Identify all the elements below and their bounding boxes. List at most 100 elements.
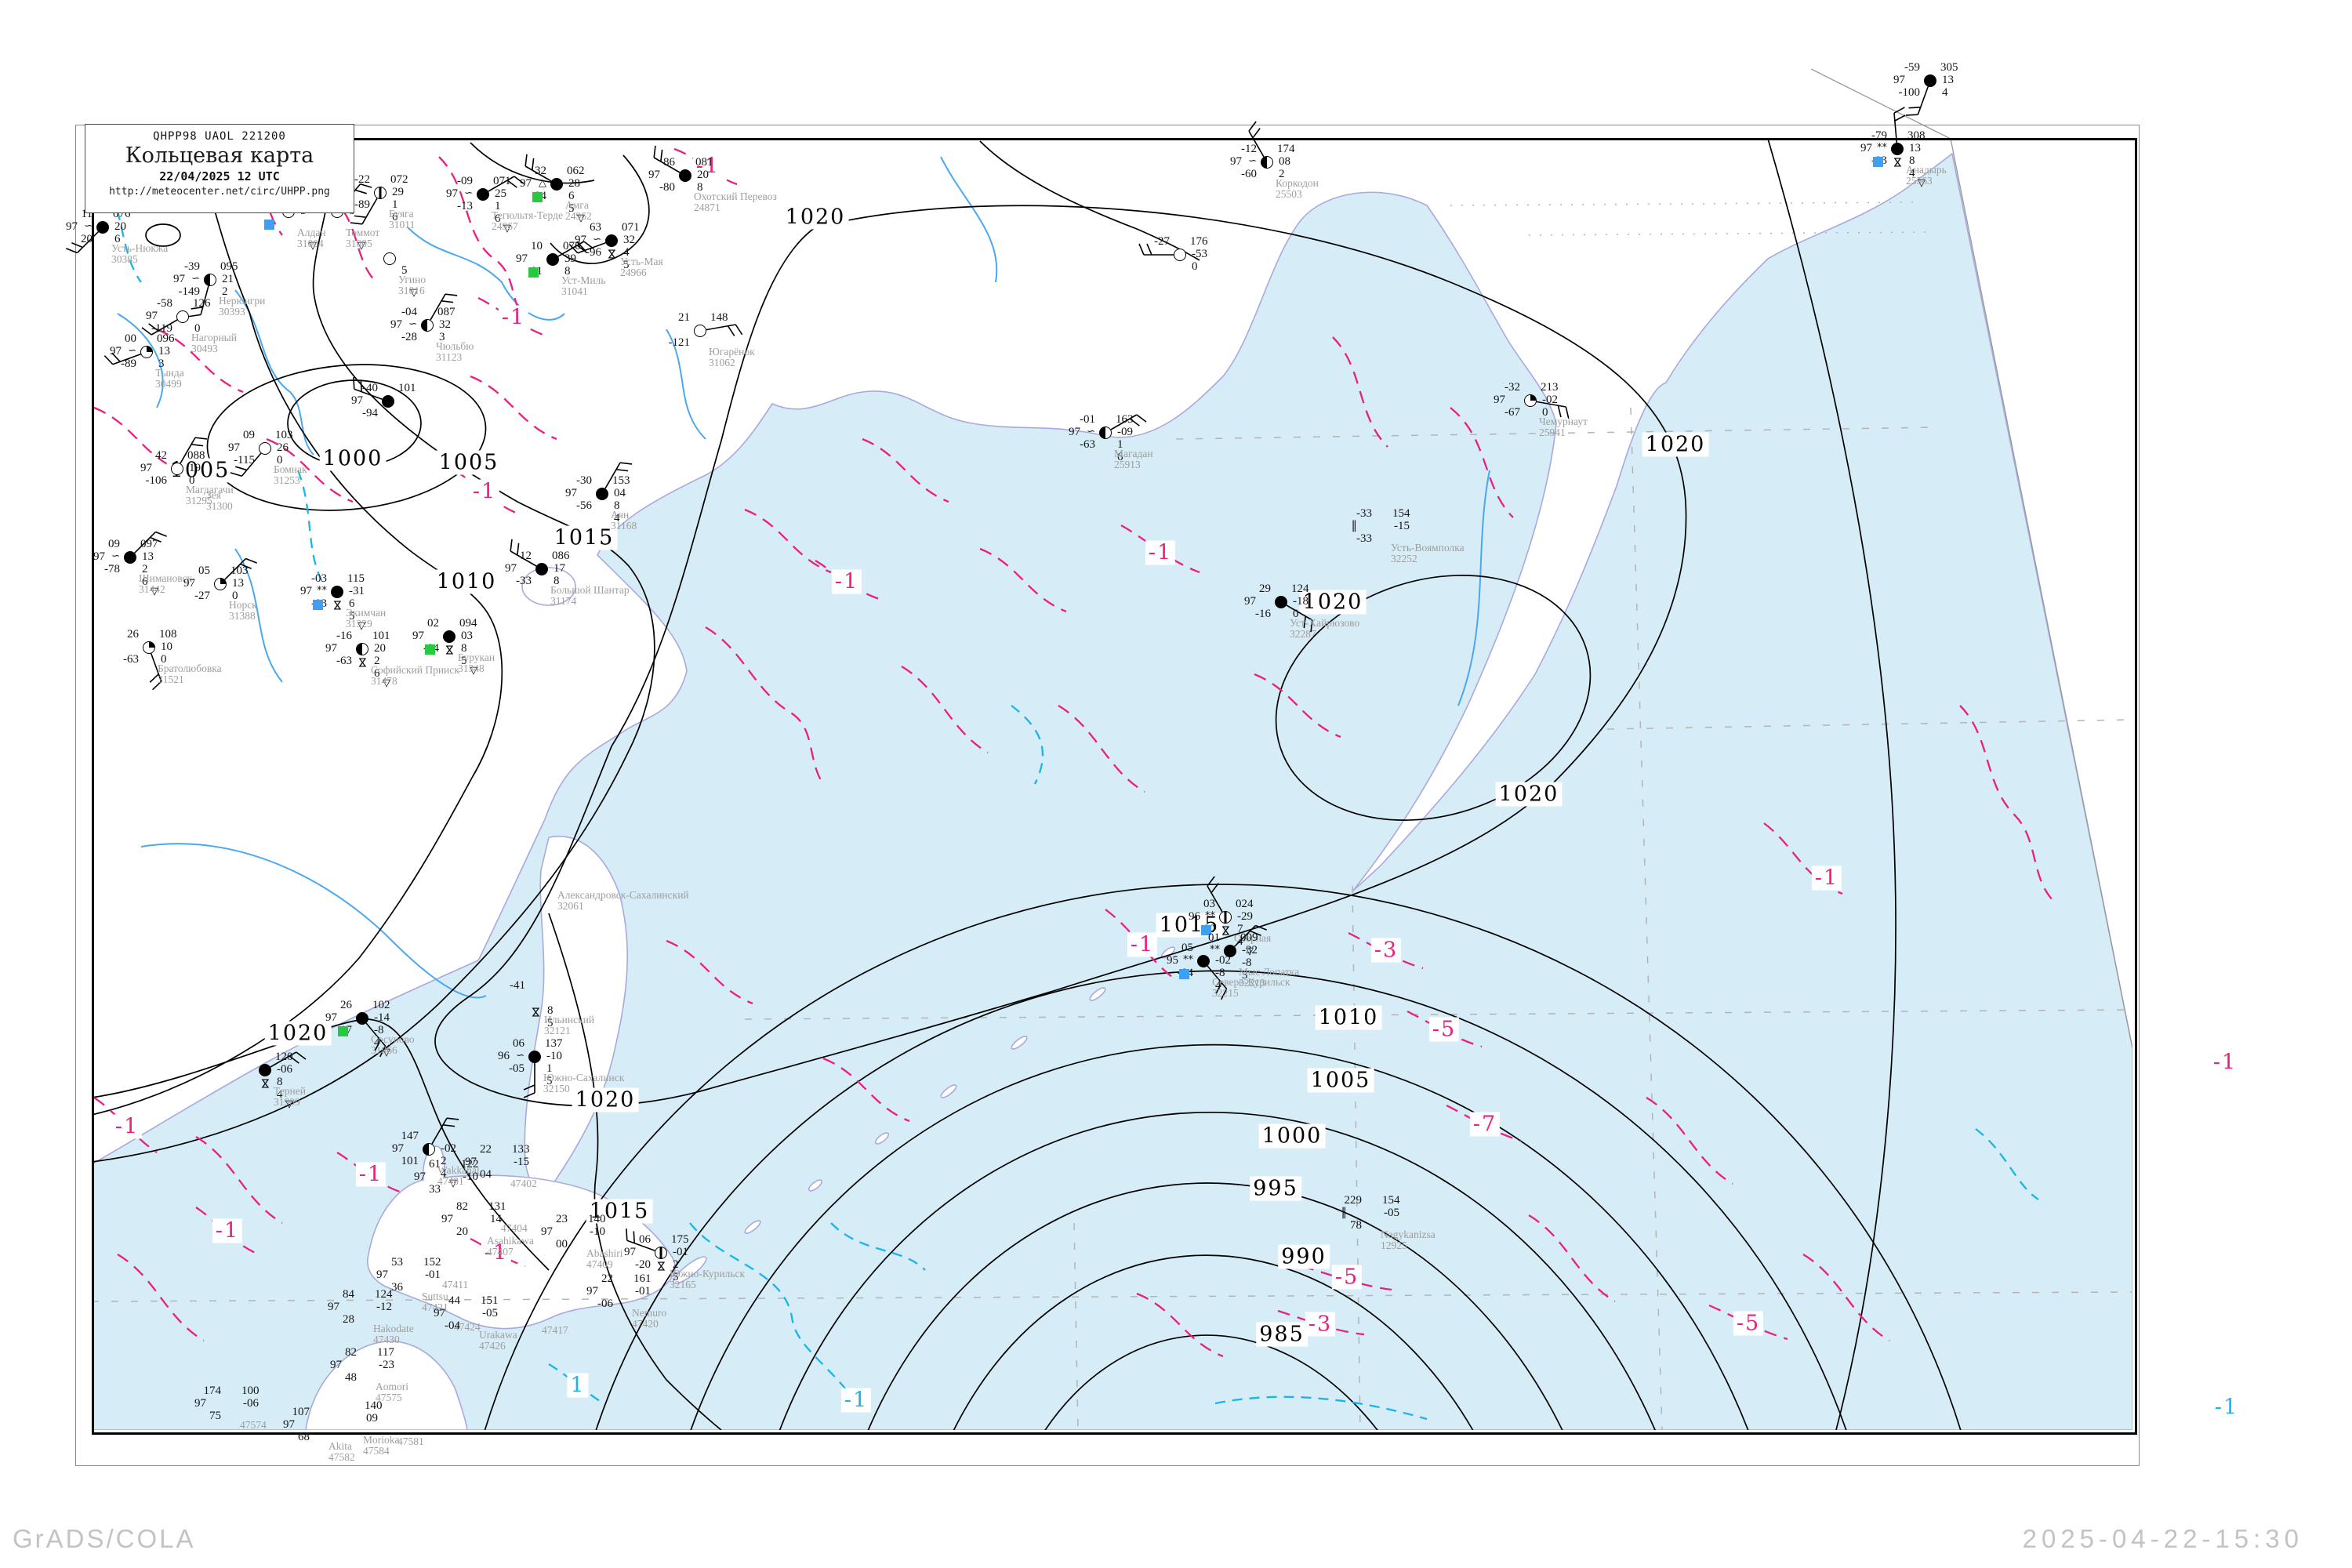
visibility-value: 97 [1494,394,1505,406]
cloud-amount-value: 2 [142,563,148,575]
pressure-tendency-value: 20 [374,642,386,655]
temperature-value: -32 [1504,381,1520,394]
visibility-value: 97 [173,273,185,285]
cloud-cover-icon [423,1143,435,1156]
temperature-value: 147 [401,1130,419,1142]
dewpoint-value: -89 [121,358,136,370]
source-url: http://meteocenter.net/circ/UHPP.png [109,186,330,198]
temperature-value: -30 [576,474,592,487]
temperature-value: -40 [362,382,378,394]
pressure-value: 097 [140,538,158,550]
weather-symbol-icon: ** [1205,910,1215,922]
pressure-tendency-value: 03 [461,630,473,642]
cloud-amount-value: 0 [194,322,201,335]
station-name-label: Александровск-Сахалинский 32061 [557,889,689,912]
cloud-amount-value: 1 [495,200,501,212]
shower-triangle-icon: ▽ [383,677,390,689]
dewpoint-value: -06 [597,1298,613,1310]
shower-triangle-icon: ▽ [410,287,418,299]
temperature-value: 29 [1259,583,1271,595]
station-name-label: Нерюнгри 30393 [219,295,266,318]
low-cloud-value: 5 [461,655,467,667]
cloud-cover-icon [679,169,691,182]
dewpoint-value: -63 [336,655,352,667]
cloud-amount-value: -8 [1242,956,1252,969]
precip-square-icon [528,267,539,278]
dewpoint-value: 28 [343,1313,354,1326]
pressure-tendency-value: 39 [564,252,576,265]
pressure-value: 305 [1940,61,1958,74]
station-name-label: Усть-Воямполка 32252 [1391,542,1465,564]
pressure-tendency-value: 32 [439,318,451,331]
pressure-tendency-value: -02 [1215,954,1231,967]
station-name-label: Мыс Лопатка 32213 [1239,966,1300,989]
visibility-value: 97 [66,220,78,233]
cloud-amount-value: 0 [232,590,238,602]
pressure-value: 117 [377,1346,394,1359]
visibility-value: 95 [1167,954,1178,967]
isobar-label: 1020 [1642,432,1709,457]
isobar-label: 985 [1256,1322,1308,1347]
cloud-cover-icon [1924,74,1936,87]
pressure-value: 174 [1277,143,1295,155]
dewpoint-value: -94 [362,407,378,419]
pressure-value: 131 [488,1200,506,1213]
station-name-label: Уст-Хайрюзово 32287 [1290,617,1360,640]
dewpoint-value: -115 [234,454,255,466]
shower-triangle-icon: ▽ [470,665,477,677]
pressure-tendency-value: 14 [490,1213,502,1225]
cloud-amount-value: 6 [349,597,355,610]
rivers [117,156,1490,999]
visibility-value: 97 [541,1225,553,1238]
pressure-tendency-value: 04 [614,487,626,499]
station-name-label: Большой Шантар 31174 [550,584,630,607]
pressure-value: 133 [512,1143,530,1156]
pressure-value: 122 [461,1158,479,1171]
shower-triangle-icon: ▽ [1918,177,1926,189]
cloud-cover-icon [382,395,394,408]
cloud-amount-value: 8 [547,1004,554,1017]
dewpoint-value: -56 [576,499,592,512]
bulletin-header: QHPP98 UAOL 221200 [153,130,286,143]
cloud-amount-value: 2 [673,1258,679,1271]
pressure-tendency-value: 28 [568,177,580,190]
pressure-value: 101 [398,382,416,394]
isobar-label: 1015 [586,1199,653,1224]
visibility-value: 97 [446,187,458,200]
cloud-amount-value: 8 [697,181,703,194]
weather-symbol-icon: △ [539,177,546,189]
station-name-label: Аян 31168 [611,509,637,532]
station-name-label: Магдагачи 31295 [186,484,234,506]
station-name-label: Asahikawa 47407 [487,1235,534,1258]
low-cloud-value: 5 [623,259,630,271]
dewpoint-value: 04 [480,1168,492,1181]
hourglass-icon: ⋈ [356,657,368,668]
pressure-value: 087 [437,306,456,318]
station-name-label: Софийский Прииск 31478 [371,664,459,687]
shower-triangle-icon: ▽ [358,240,365,252]
pressure-value: 103 [230,564,249,577]
visibility-value: 97 [565,487,577,499]
temperature-value: -04 [401,306,417,318]
isallobar-label: -1 [111,1114,143,1139]
cloud-amount-value: 8 [277,1076,283,1088]
isallobar-label: -1 [831,569,862,594]
visibility-value: ∥ [1341,1207,1348,1219]
weather-symbol-icon: ∽ [128,345,136,357]
dewpoint-value: 00 [556,1238,568,1250]
cloud-cover-icon [356,643,368,655]
dewpoint-value: -119 [151,322,172,335]
visibility-value: 97 [441,1213,453,1225]
visibility-value: 97 [505,562,517,575]
station-name-label: 47411 [442,1279,469,1290]
low-cloud-value: 5 [547,1017,554,1029]
pressure-value: 103 [275,429,293,441]
visibility-value: 97 [183,577,195,590]
visibility-value: 97 [283,1418,295,1431]
isobar-label: 1020 [1299,590,1367,615]
visibility-value: 97 [412,630,424,642]
hourglass-icon: ⋈ [443,644,456,655]
projection-boundary [1950,138,2132,1049]
pressure-tendency-value: 26 [277,441,289,454]
dewpoint-value: -78 [104,563,120,575]
